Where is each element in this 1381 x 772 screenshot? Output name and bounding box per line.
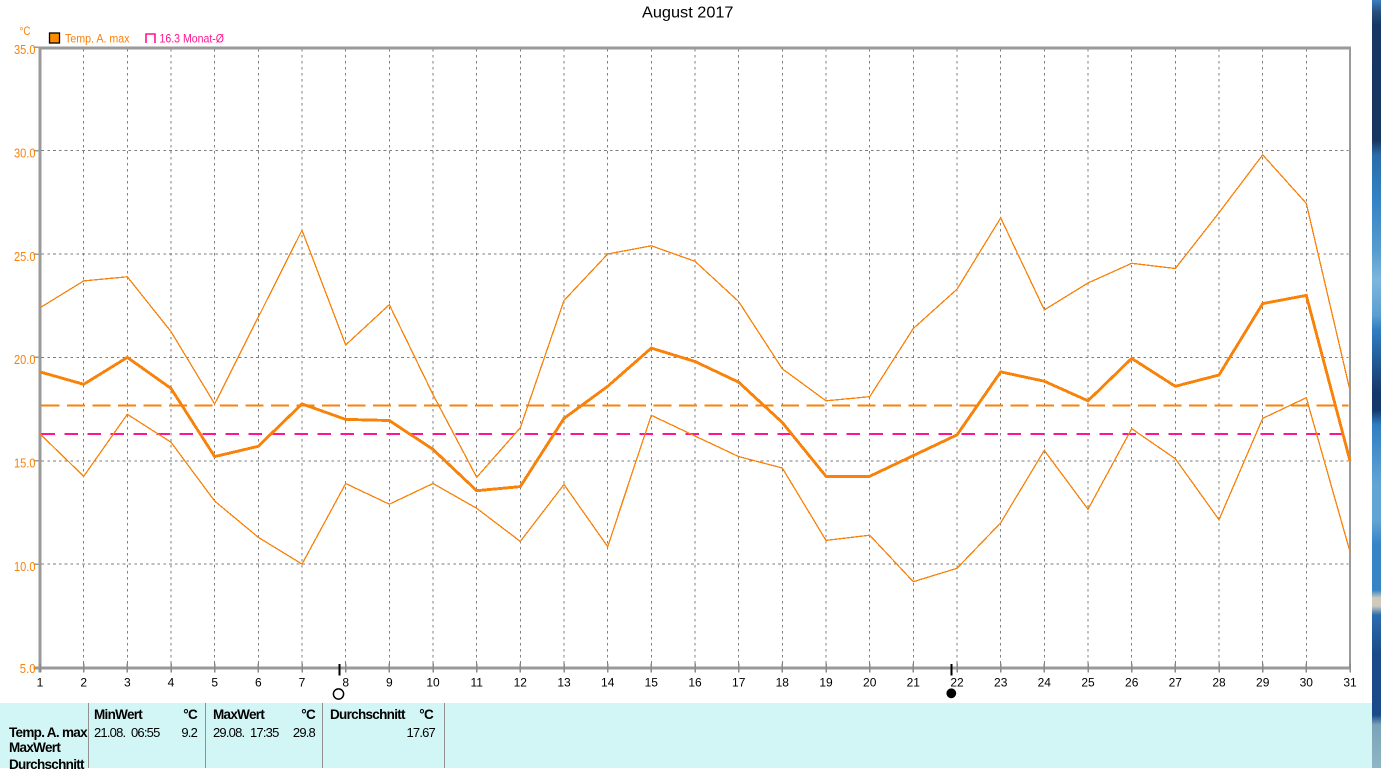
svg-text:10.0: 10.0 (14, 560, 36, 574)
svg-text:1: 1 (37, 675, 44, 689)
svg-text:13: 13 (557, 675, 571, 689)
svg-text:3: 3 (124, 675, 131, 689)
svg-text:4: 4 (168, 675, 175, 689)
svg-text:°C: °C (20, 24, 31, 38)
svg-text:35.0: 35.0 (14, 43, 36, 57)
svg-text:23: 23 (994, 675, 1008, 689)
svg-text:18: 18 (776, 675, 790, 689)
svg-text:22: 22 (950, 675, 964, 689)
svg-text:August 2017: August 2017 (642, 4, 734, 21)
svg-text:31: 31 (1343, 675, 1357, 689)
svg-text:8: 8 (342, 675, 349, 689)
svg-text:15: 15 (645, 675, 659, 689)
svg-text:16: 16 (688, 675, 702, 689)
svg-text:12: 12 (514, 675, 528, 689)
svg-text:6: 6 (255, 675, 262, 689)
svg-text:30.0: 30.0 (14, 147, 36, 161)
svg-text:29: 29 (1256, 675, 1270, 689)
svg-text:16.3 Monat-Ø: 16.3 Monat-Ø (160, 32, 225, 46)
svg-text:10: 10 (426, 675, 440, 689)
svg-text:11: 11 (470, 675, 483, 689)
svg-text:30: 30 (1300, 675, 1314, 689)
svg-text:25.0: 25.0 (14, 250, 36, 264)
svg-text:20: 20 (863, 675, 877, 689)
svg-text:24: 24 (1038, 675, 1052, 689)
svg-text:21: 21 (907, 675, 921, 689)
svg-text:2: 2 (80, 675, 87, 689)
svg-text:20.0: 20.0 (14, 353, 36, 367)
svg-text:25: 25 (1081, 675, 1095, 689)
svg-text:5.0: 5.0 (20, 662, 36, 676)
svg-text:Temp. A. max: Temp. A. max (65, 32, 130, 46)
svg-text:27: 27 (1169, 675, 1183, 689)
svg-text:17: 17 (732, 675, 746, 689)
svg-text:14: 14 (601, 675, 615, 689)
svg-text:26: 26 (1125, 675, 1139, 689)
svg-text:9: 9 (386, 675, 393, 689)
svg-text:28: 28 (1212, 675, 1226, 689)
svg-text:5: 5 (211, 675, 218, 689)
svg-text:7: 7 (299, 675, 306, 689)
svg-text:15.0: 15.0 (14, 457, 36, 471)
svg-text:19: 19 (819, 675, 833, 689)
